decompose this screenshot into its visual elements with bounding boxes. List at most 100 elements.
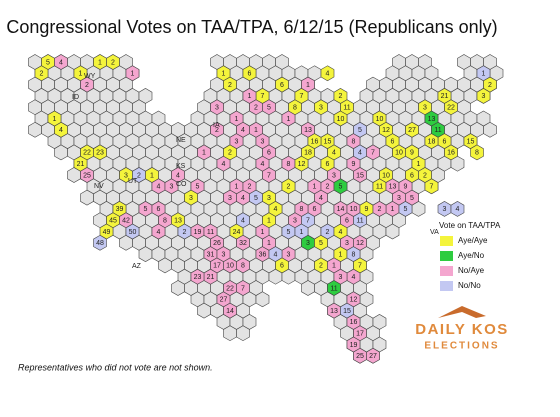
state-label: UT — [128, 178, 138, 185]
state-label: AZ — [132, 263, 142, 270]
district-hex — [405, 189, 419, 206]
district-label: 31 — [207, 251, 215, 258]
district-hex — [418, 167, 432, 183]
district-label: 17 — [356, 331, 364, 338]
district-label: 25 — [83, 172, 91, 179]
logo-line1: DAILY KOS — [415, 321, 509, 338]
legend-swatch — [440, 236, 453, 246]
legend-title: Vote on TAA/TPA — [439, 221, 501, 230]
district-label: 14 — [337, 206, 345, 213]
district-label: 4 — [157, 184, 161, 191]
district-hex — [93, 234, 107, 251]
district-label: 17 — [213, 263, 221, 270]
district-label: 25 — [356, 353, 364, 360]
district-label: 2 — [339, 93, 343, 100]
legend: Vote on TAA/TPA Aye/Aye Aye/No No/Aye No/No — [439, 221, 501, 291]
district-label: 27 — [220, 297, 228, 304]
district-label: 19 — [350, 342, 358, 349]
district-label: 22 — [226, 285, 234, 292]
district-hex — [223, 144, 237, 161]
district-label: 8 — [352, 138, 356, 145]
district-label: 3 — [228, 195, 232, 202]
district-hex — [275, 257, 289, 274]
district-hex — [340, 99, 354, 116]
district-label: 8 — [163, 218, 167, 225]
district-hex — [249, 189, 263, 206]
district-label: 8 — [300, 206, 304, 213]
district-label: 3 — [222, 251, 226, 258]
district-label: 13 — [304, 127, 312, 134]
district-label: 27 — [408, 127, 416, 134]
district-hex — [405, 144, 419, 161]
district-hex — [242, 65, 257, 82]
district-label: 6 — [267, 150, 271, 157]
district-label: 13 — [330, 308, 338, 315]
district-hex — [333, 178, 348, 195]
legend-label: No/No — [458, 281, 481, 290]
district-label: 5 — [339, 184, 343, 191]
district-label: 2 — [40, 71, 44, 78]
district-label: 13 — [428, 116, 436, 123]
district-label: 5 — [404, 206, 408, 213]
district-label: 2 — [248, 184, 252, 191]
district-label: 5 — [287, 229, 291, 236]
district-label: 3 — [287, 251, 291, 258]
district-label: 5 — [319, 240, 323, 247]
district-label: 3 — [293, 218, 297, 225]
district-label: 1 — [306, 82, 310, 89]
logo: DAILY KOS ELECTIONS — [415, 306, 509, 352]
district-label: 1 — [300, 229, 304, 236]
district-label: 4 — [59, 59, 63, 66]
district-label: 2 — [137, 172, 141, 179]
district-label: 8 — [287, 161, 291, 168]
district-label: 5 — [410, 195, 414, 202]
district-label: 6 — [313, 206, 317, 213]
district-label: 23 — [96, 150, 104, 157]
district-label: 1 — [150, 172, 154, 179]
district-hex — [236, 121, 250, 138]
district-label: 18 — [304, 150, 312, 157]
district-hex — [80, 76, 94, 93]
district-label: 6 — [410, 172, 414, 179]
district-label: 5 — [267, 105, 271, 112]
footnote: Representatives who did not vote are not… — [18, 362, 213, 372]
district-label: 1 — [417, 161, 421, 168]
district-label: 36 — [259, 251, 267, 258]
district-label: 1 — [267, 240, 271, 247]
district-hex — [379, 121, 393, 138]
district-label: 6 — [345, 218, 349, 225]
district-label: 7 — [261, 93, 265, 100]
logo-line2: ELECTIONS — [424, 341, 499, 352]
district-label: 7 — [371, 150, 375, 157]
district-hex — [275, 76, 289, 93]
district-label: 4 — [241, 127, 245, 134]
district-label: 21 — [77, 161, 85, 168]
district-hex — [450, 201, 465, 217]
district-label: 1 — [287, 116, 291, 123]
district-label: 2 — [228, 82, 232, 89]
district-label: 1 — [313, 184, 317, 191]
state-label: IA — [213, 122, 220, 129]
district-hex — [210, 99, 224, 116]
district-hex — [216, 246, 231, 262]
district-label: 3 — [332, 172, 336, 179]
district-hex — [171, 167, 185, 183]
district-label: 5 — [46, 59, 50, 66]
district-hex — [106, 54, 120, 70]
district-label: 3 — [267, 195, 271, 202]
district-label: 12 — [382, 127, 390, 134]
district-label: 4 — [352, 274, 356, 281]
district-label: 4 — [319, 195, 323, 202]
district-label: 15 — [467, 138, 475, 145]
district-label: 1 — [222, 71, 226, 78]
district-label: 2 — [423, 172, 427, 179]
district-label: 1 — [235, 116, 239, 123]
district-label: 32 — [239, 240, 247, 247]
logo-icon — [438, 306, 486, 318]
district-label: 18 — [428, 138, 436, 145]
district-hex — [366, 144, 380, 161]
legend-label: No/Aye — [458, 266, 485, 275]
district-label: 3 — [189, 195, 193, 202]
